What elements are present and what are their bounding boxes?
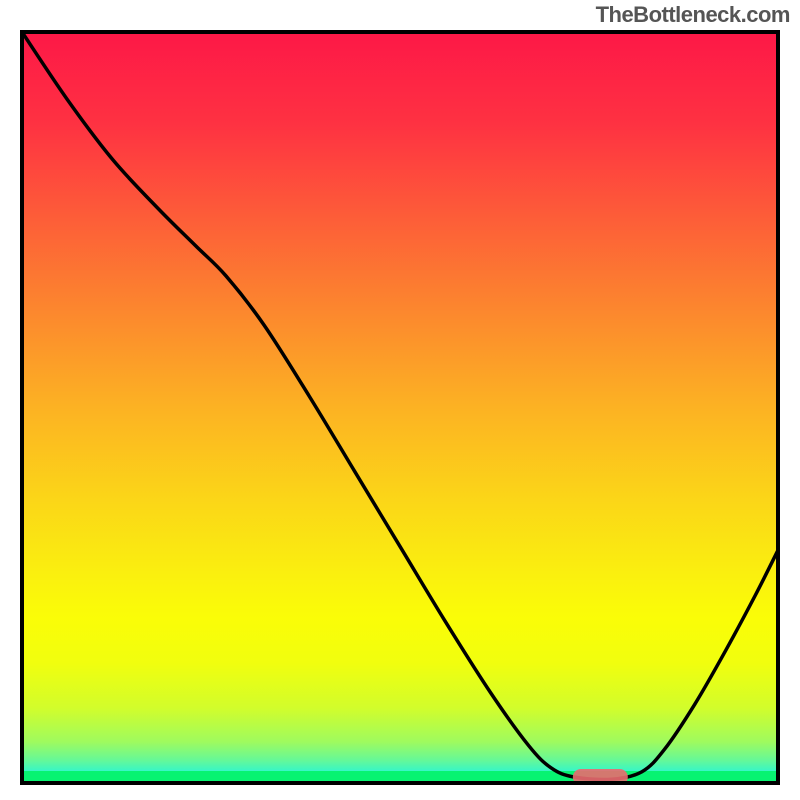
watermark-text: TheBottleneck.com [596, 2, 790, 28]
chart-svg [0, 0, 800, 800]
chart-container: TheBottleneck.com [0, 0, 800, 800]
gradient-background [22, 32, 778, 783]
plot-area [22, 32, 778, 785]
